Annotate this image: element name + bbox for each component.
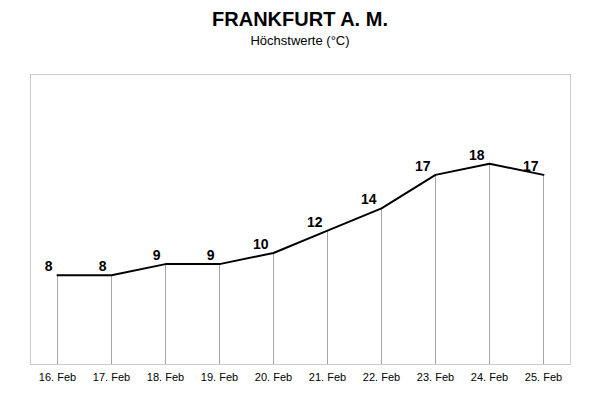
svg-text:17: 17 — [415, 158, 431, 174]
html-text:FRANKFURT A. M.: FRANKFURT A. M. — [212, 8, 388, 30]
html-text:Höchstwerte (°C): Höchstwerte (°C) — [250, 33, 350, 48]
svg-text:14: 14 — [361, 191, 377, 207]
svg-text:23. Feb: 23. Feb — [417, 371, 454, 383]
svg-text:8: 8 — [99, 258, 107, 274]
svg-text:17: 17 — [523, 158, 539, 174]
svg-text:25. Feb: 25. Feb — [525, 371, 562, 383]
svg-text:17. Feb: 17. Feb — [93, 371, 130, 383]
svg-text:8: 8 — [45, 258, 53, 274]
svg-text:19. Feb: 19. Feb — [201, 371, 238, 383]
svg-text:12: 12 — [307, 214, 323, 230]
svg-text:9: 9 — [207, 247, 215, 263]
svg-text:20. Feb: 20. Feb — [255, 371, 292, 383]
svg-text:10: 10 — [253, 236, 269, 252]
svg-text:18: 18 — [469, 147, 485, 163]
svg-text:24. Feb: 24. Feb — [471, 371, 508, 383]
svg-text:18. Feb: 18. Feb — [147, 371, 184, 383]
svg-text:22. Feb: 22. Feb — [363, 371, 400, 383]
svg-text:21. Feb: 21. Feb — [309, 371, 346, 383]
svg-text:16. Feb: 16. Feb — [39, 371, 76, 383]
svg-text:9: 9 — [153, 247, 161, 263]
